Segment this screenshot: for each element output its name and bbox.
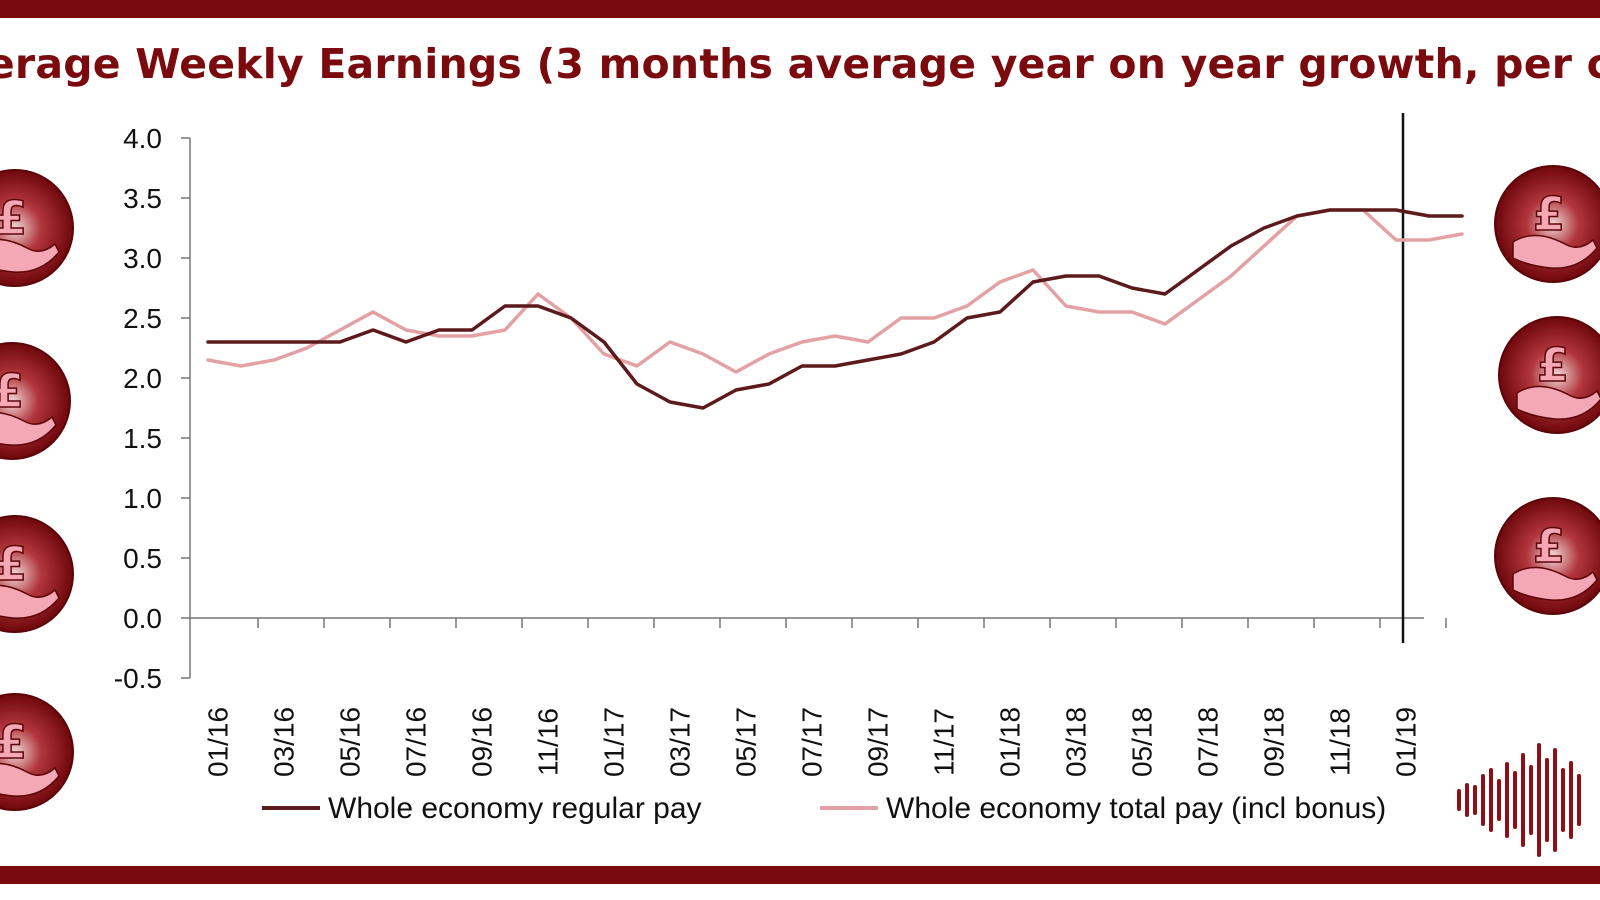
- x-tick-label: 03/18: [1061, 707, 1092, 777]
- y-tick-label: 2.0: [123, 363, 162, 394]
- x-tick-label: 03/17: [665, 707, 696, 777]
- sound-wave-icon: [1457, 743, 1581, 857]
- svg-text:£: £: [0, 537, 27, 591]
- pound-coin-hand-icon: £: [0, 693, 74, 811]
- x-tick-label: 09/16: [467, 707, 498, 777]
- x-tick-label: 07/17: [797, 707, 828, 777]
- pound-coin-hand-icon: £: [0, 342, 71, 460]
- x-tick-label: 11/17: [929, 708, 960, 776]
- series-total-pay-line: [206, 208, 1464, 374]
- y-tick-label: 1.5: [123, 423, 162, 454]
- x-tick-label: 11/18: [1325, 708, 1356, 776]
- x-tick-label: 09/17: [863, 707, 894, 777]
- x-tick-label: 09/18: [1259, 707, 1290, 777]
- x-tick-label: 05/16: [335, 707, 366, 777]
- x-tick-label: 07/16: [401, 707, 432, 777]
- x-tick-label: 01/16: [203, 707, 234, 777]
- x-tick-label: 01/19: [1391, 707, 1422, 777]
- top-band: [0, 0, 1600, 18]
- y-tick-label: 3.5: [123, 183, 162, 214]
- x-tick-label: 11/16: [533, 708, 564, 776]
- y-tick-label: 2.5: [123, 303, 162, 334]
- svg-text:£: £: [1533, 519, 1565, 573]
- pound-coin-hand-icon: £: [1494, 165, 1600, 283]
- y-tick-label: 0.0: [123, 603, 162, 634]
- x-tick-label: 01/17: [599, 707, 630, 777]
- legend-label: Whole economy regular pay: [328, 792, 702, 825]
- svg-text:£: £: [1533, 187, 1565, 241]
- pound-coin-hand-icon: £: [0, 515, 74, 633]
- svg-text:£: £: [0, 191, 27, 245]
- pound-coin-hand-icon: £: [1498, 316, 1600, 434]
- pound-coin-hand-icon: £: [0, 169, 74, 287]
- svg-text:£: £: [1537, 338, 1569, 392]
- x-tick-label: 07/18: [1193, 707, 1224, 777]
- x-tick-label: 05/18: [1127, 707, 1158, 777]
- pound-coin-hand-icon: £: [1494, 497, 1600, 615]
- x-tick-label: 05/17: [731, 707, 762, 777]
- x-tick-label: 01/18: [995, 707, 1026, 777]
- y-tick-label: -0.5: [114, 663, 162, 694]
- y-tick-label: 1.0: [123, 483, 162, 514]
- chart-title: verage Weekly Earnings (3 months average…: [0, 40, 1600, 88]
- legend-label: Whole economy total pay (incl bonus): [886, 792, 1386, 825]
- svg-text:£: £: [0, 364, 24, 418]
- y-tick-label: 0.5: [123, 543, 162, 574]
- x-tick-label: 03/16: [269, 707, 300, 777]
- svg-text:£: £: [0, 715, 27, 769]
- y-tick-label: 3.0: [123, 243, 162, 274]
- series-regular-pay-line: [206, 208, 1464, 410]
- y-tick-label: 4.0: [123, 123, 162, 154]
- bottom-band: [0, 866, 1600, 884]
